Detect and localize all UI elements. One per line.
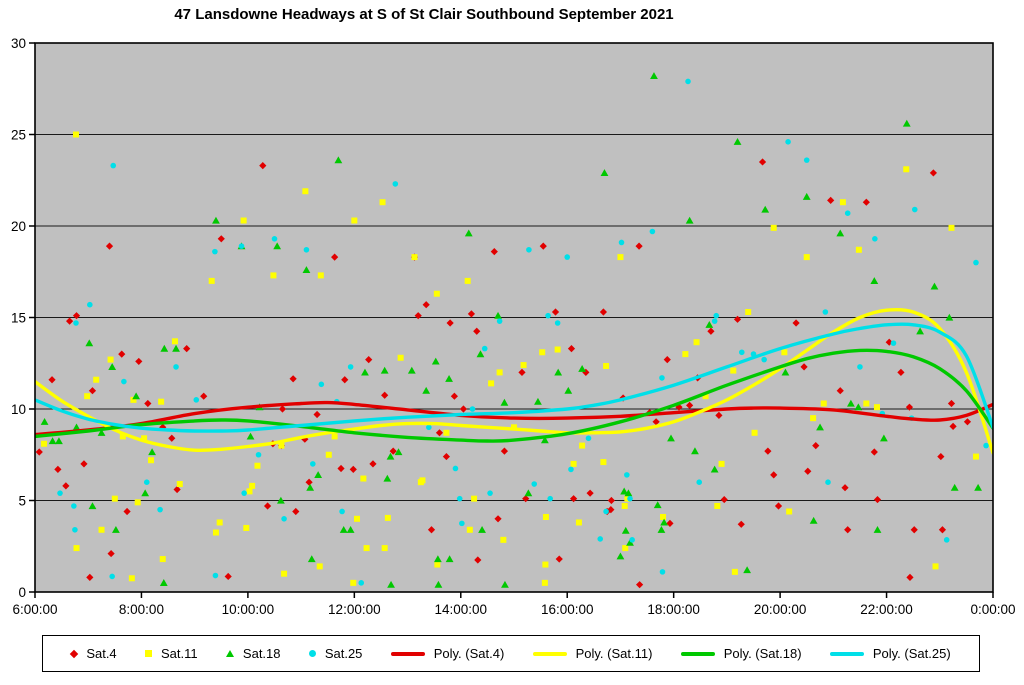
series-sat25 (57, 78, 989, 586)
legend-item-poly-sat-25-: Poly. (Sat.25) (829, 646, 951, 661)
legend-label: Poly. (Sat.18) (723, 646, 802, 661)
series-sat18 (40, 72, 982, 588)
x-tick-label: 0:00:00 (970, 602, 1015, 617)
line-swatch-icon (829, 651, 864, 656)
x-tick-label: 8:00:00 (119, 602, 164, 617)
legend-label: Poly. (Sat.4) (433, 646, 505, 661)
x-tick-label: 6:00:00 (12, 602, 57, 617)
legend-item-poly-sat-18-: Poly. (Sat.18) (680, 646, 802, 661)
trendline-poly-sat-18- (35, 348, 993, 443)
y-tick-label: 25 (11, 128, 26, 143)
legend-label: Sat.18 (242, 646, 281, 661)
y-tick-label: 20 (11, 219, 26, 234)
legend-item-poly-sat-4-: Poly. (Sat.4) (390, 646, 505, 661)
x-tick-label: 22:00:00 (860, 602, 913, 617)
y-tick-label: 30 (11, 36, 26, 51)
trendline-poly-sat-4- (35, 400, 993, 437)
square-swatch-icon (144, 650, 152, 657)
legend-label: Sat.11 (160, 646, 198, 661)
line-swatch-icon (680, 651, 715, 656)
series-sat4 (35, 158, 972, 589)
x-tick-label: 20:00:00 (754, 602, 807, 617)
x-tick-label: 16:00:00 (541, 602, 594, 617)
legend-label: Poly. (Sat.25) (872, 646, 951, 661)
line-swatch-icon (390, 651, 425, 656)
x-tick-label: 10:00:00 (222, 602, 275, 617)
plot-border (34, 42, 994, 593)
chart-title: 47 Lansdowne Headways at S of St Clair S… (174, 6, 674, 23)
legend-label: Poly. (Sat.11) (575, 646, 653, 661)
legend-item-sat-11: Sat.11 (144, 646, 198, 661)
legend: Sat.4 Sat.11 Sat.18 Sat.25 Poly. (Sat.4) Poly… (42, 635, 980, 672)
triangle-swatch-icon (225, 650, 234, 657)
x-tick-label: 12:00:00 (328, 602, 381, 617)
legend-item-sat-18: Sat.18 (225, 646, 281, 661)
legend-item-poly-sat-11-: Poly. (Sat.11) (532, 646, 653, 661)
y-tick-label: 15 (11, 311, 26, 326)
x-tick-label: 14:00:00 (434, 602, 487, 617)
circle-swatch-icon (308, 650, 316, 657)
series-sat11 (41, 131, 979, 586)
legend-item-sat-4: Sat.4 (70, 646, 117, 661)
diamond-swatch-icon (70, 649, 79, 658)
trendline-poly-sat-11- (35, 307, 993, 455)
legend-label: Sat.25 (324, 646, 363, 661)
y-tick-label: 10 (11, 402, 26, 417)
trendline-poly-sat-25- (35, 322, 993, 433)
legend-item-sat-25: Sat.25 (308, 646, 363, 661)
y-tick-label: 0 (18, 585, 26, 600)
line-swatch-icon (532, 651, 567, 656)
legend-label: Sat.4 (86, 646, 117, 661)
y-tick-label: 5 (18, 494, 26, 509)
x-tick-label: 18:00:00 (647, 602, 700, 617)
